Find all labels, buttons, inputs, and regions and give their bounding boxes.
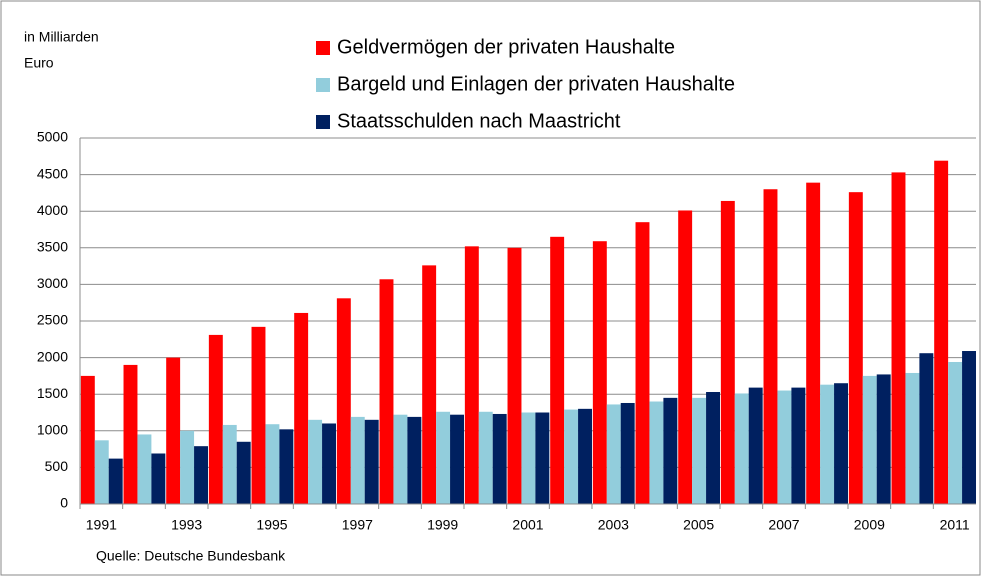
bar [222,424,237,504]
bar [364,419,379,504]
y-tick-label: 2500 [37,312,68,328]
y-axis-label: in Milliarden [24,29,99,45]
bar [763,189,778,505]
bar [635,222,650,504]
bar [592,241,607,504]
bar [322,423,336,504]
bar [208,334,223,504]
bar [194,446,208,504]
bar [706,392,720,504]
bar [834,383,848,504]
bar [166,357,181,504]
y-tick-label: 1500 [37,385,68,401]
bar [393,414,408,504]
bar [692,397,707,504]
bar [521,412,536,504]
legend-swatch [316,78,330,92]
x-tick-label: 2009 [854,517,885,533]
bar [919,353,934,504]
bar [934,160,949,504]
bar [294,312,309,504]
bar [734,393,749,504]
x-tick-label: 2001 [512,517,543,533]
bar [606,404,621,504]
bar [279,429,294,504]
bar [464,246,479,504]
y-tick-label: 4000 [37,202,68,218]
bar [507,247,522,505]
bar [336,298,351,504]
bar [535,412,550,504]
bar [748,387,763,504]
bar [379,279,394,504]
y-tick-label: 3500 [37,239,68,255]
y-axis-label: Euro [24,55,54,71]
bar [180,430,195,504]
bar [265,424,280,504]
x-tick-label: 1991 [86,517,117,533]
bar [123,364,138,504]
bar [720,200,735,504]
bar [236,441,251,504]
bar [948,361,963,504]
x-tick-label: 2011 [940,517,970,533]
bar [407,416,422,504]
y-tick-label: 5000 [37,129,68,145]
bar [663,397,678,504]
bar [962,351,976,504]
x-tick-label: 1999 [427,517,458,533]
bar [251,326,266,504]
y-tick-label: 500 [45,458,69,474]
x-tick-label: 1997 [342,517,373,533]
y-tick-label: 3000 [37,275,68,291]
x-tick-label: 1995 [256,517,287,533]
y-tick-label: 2000 [37,348,68,364]
bar [891,172,906,505]
bar [478,411,493,504]
source: Quelle: Deutsche Bundesbank [96,548,286,564]
bar [848,192,863,504]
x-tick-label: 2007 [768,517,799,533]
x-tick-label: 1993 [171,517,202,533]
bar [151,453,166,504]
legend-label: Staatsschulden nach Maastricht [337,110,621,132]
bar [578,408,592,504]
bar [649,401,664,504]
bar [80,375,95,504]
legend-label: Geldvermögen der privaten Haushalte [337,36,675,58]
x-tick-label: 2005 [683,517,714,533]
bar [422,265,437,504]
bar [862,375,877,504]
bar [94,440,109,504]
legend-swatch [316,115,330,129]
bar [806,182,821,505]
bar [350,416,365,504]
bar [620,402,635,504]
bar [492,413,507,504]
bar [876,374,891,504]
bar [450,414,464,504]
legend-swatch [316,41,330,55]
x-tick-label: 2003 [598,517,629,533]
bar [308,419,323,504]
bar [777,390,792,504]
y-tick-label: 4500 [37,165,68,181]
bar [905,372,920,504]
bar [791,387,806,504]
y-tick-label: 1000 [37,422,68,438]
legend-label: Bargeld und Einlagen der privaten Hausha… [337,73,735,95]
bar [436,411,451,504]
bar [678,210,693,504]
bar [550,236,565,504]
y-tick-label: 0 [60,495,68,511]
bar [108,458,123,504]
bar [820,384,835,504]
bar [564,409,579,504]
bar [137,434,152,504]
